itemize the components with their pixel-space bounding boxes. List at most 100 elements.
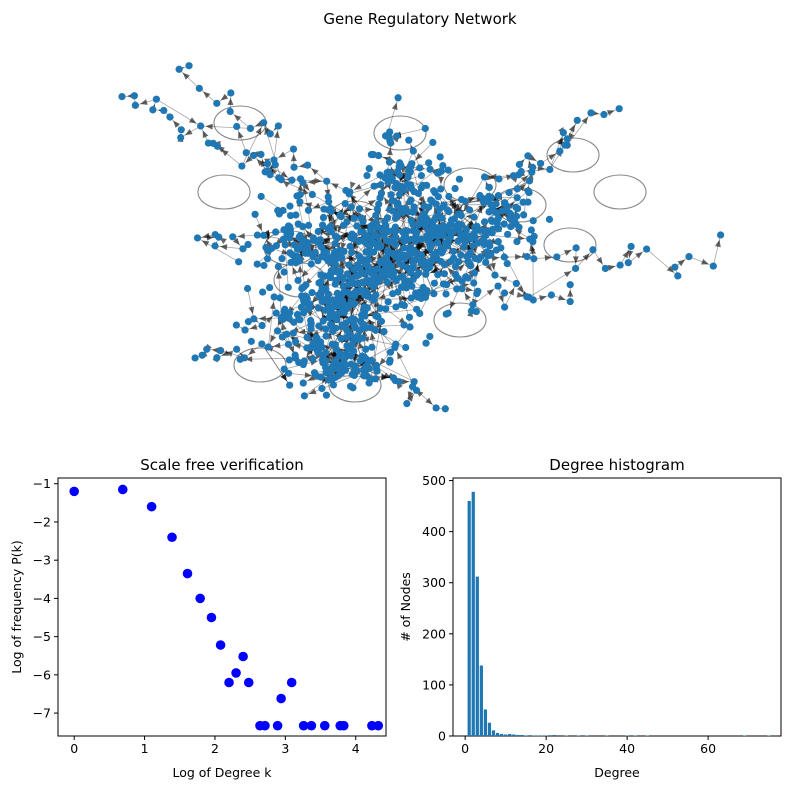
edge [436,199,462,205]
network-node [290,163,298,171]
arrowhead [539,295,547,302]
network-node [272,228,280,236]
network-node [361,312,369,320]
network-node [403,400,411,408]
network-node [333,310,341,319]
network-node [376,304,384,312]
network-node [440,260,448,269]
histogram-bar [471,491,475,736]
histogram-bar [540,735,544,737]
network-node [373,367,381,375]
network-node [149,106,157,114]
histogram-bar [585,735,589,737]
network-node [480,173,489,181]
network-node [319,213,328,222]
network-node [513,185,521,193]
arrowhead [515,253,523,260]
arrowhead [173,120,181,128]
arrowhead [248,306,255,314]
network-node [494,237,502,246]
network-node [400,321,408,329]
network-node [325,198,333,206]
network-node [402,343,410,352]
network-node [318,297,326,305]
network-node [313,372,321,380]
network-node [195,84,203,92]
network-node [373,223,381,231]
network-node [260,231,268,239]
network-node [363,268,371,276]
arrowhead [596,256,603,265]
arrowhead [452,203,460,210]
network-node [243,284,252,293]
network-node [342,186,350,195]
network-node [439,246,447,255]
arrowhead [516,291,525,298]
arrowhead [386,147,393,156]
scatter-point [215,640,226,650]
scatter-title: Scale free verification [140,456,304,474]
histogram-bar [645,735,649,737]
arrowhead [304,202,313,209]
network-node [345,261,353,269]
network-node [500,289,509,297]
edge [521,169,550,172]
arrowhead [302,187,309,195]
arrowhead [557,294,566,301]
network-node [417,251,425,259]
arrowhead [273,130,280,139]
network-node [512,203,520,211]
arrowhead [425,397,433,405]
network-node [421,293,430,301]
network-node [281,305,289,313]
scatter-point [182,568,193,579]
network-node [624,259,632,267]
network-node [239,245,247,253]
network-node [240,354,249,362]
network-node [131,101,139,109]
network-node [455,258,463,266]
network-node [389,290,397,298]
network-node [193,234,202,242]
network-node [493,216,501,224]
network-node [370,182,378,190]
histogram-bar [633,735,637,737]
arrowhead [258,315,266,322]
arrowhead [338,260,346,268]
arrowhead [221,149,229,157]
network-node [296,244,305,252]
arrowhead [311,295,319,304]
scatter-y-tick-label: −2 [33,514,51,529]
network-node [291,338,300,346]
network-node [406,243,415,252]
network-node [407,294,415,302]
arrowhead [308,388,317,395]
arrowhead [301,269,309,277]
scatter-point [306,720,317,731]
network-node [395,259,404,268]
arrowhead [415,153,423,161]
histogram-bar [483,709,488,736]
network-node [409,147,417,155]
degree-histogram-chart: Degree histogram 0 20 40 60 0 100 200 300 400 50… [398,456,782,780]
node-group [118,62,725,413]
network-node [447,216,456,224]
arrowhead [384,197,391,205]
network-node [420,202,428,210]
arrowhead [344,205,352,213]
edge [232,234,258,238]
arrowhead [256,223,262,231]
network-node [430,290,438,298]
network-node [396,190,404,198]
scatter-x-tick-label: 2 [211,741,219,756]
network-node [480,199,488,207]
network-node [288,176,296,184]
network-node [353,222,361,230]
network-node [434,270,442,279]
arrowhead [399,295,407,302]
network-node [556,147,564,155]
network-node [386,262,394,271]
network-node [299,379,307,387]
arrowhead [498,294,504,303]
